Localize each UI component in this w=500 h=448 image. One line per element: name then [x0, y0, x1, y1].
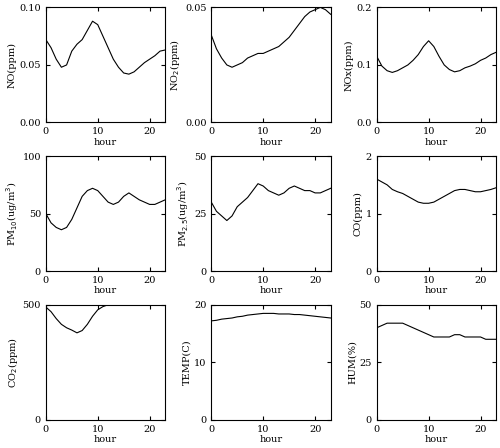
Y-axis label: PM$_{2.5}$(ug/m$^3$): PM$_{2.5}$(ug/m$^3$) [176, 181, 192, 247]
Y-axis label: CO(ppm): CO(ppm) [354, 191, 363, 236]
X-axis label: hour: hour [425, 435, 448, 444]
Y-axis label: NOx(ppm): NOx(ppm) [344, 39, 354, 90]
Y-axis label: PM$_{10}$(ug/m$^3$): PM$_{10}$(ug/m$^3$) [4, 181, 20, 246]
X-axis label: hour: hour [260, 435, 282, 444]
X-axis label: hour: hour [260, 286, 282, 295]
X-axis label: hour: hour [425, 286, 448, 295]
X-axis label: hour: hour [425, 138, 448, 147]
X-axis label: hour: hour [94, 138, 117, 147]
Y-axis label: CO$_2$(ppm): CO$_2$(ppm) [6, 337, 20, 388]
X-axis label: hour: hour [94, 286, 117, 295]
Y-axis label: NO$_2$(ppm): NO$_2$(ppm) [168, 39, 182, 91]
Y-axis label: NO(ppm): NO(ppm) [8, 42, 16, 88]
X-axis label: hour: hour [94, 435, 117, 444]
X-axis label: hour: hour [260, 138, 282, 147]
Y-axis label: TEMP(C): TEMP(C) [182, 340, 192, 385]
Y-axis label: HUM(%): HUM(%) [348, 340, 356, 384]
